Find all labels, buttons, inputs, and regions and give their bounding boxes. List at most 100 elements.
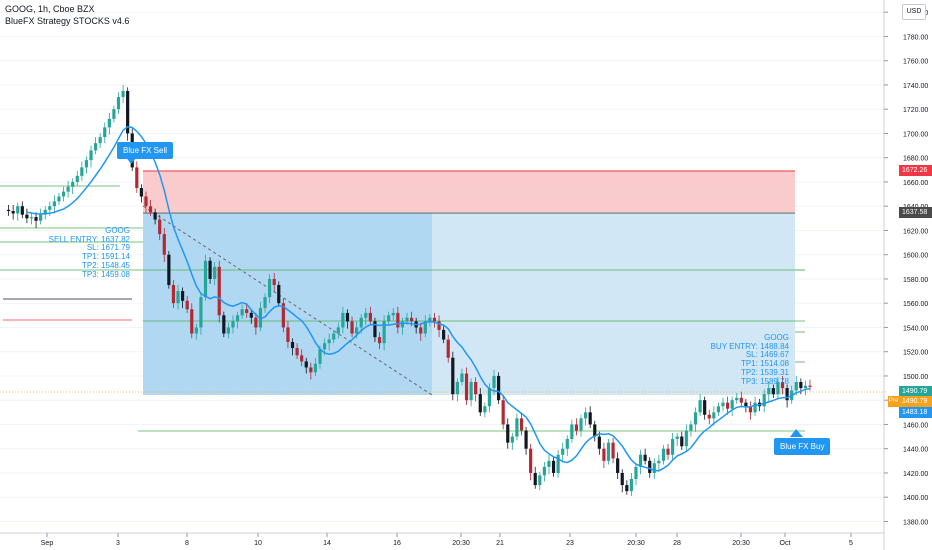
candle-body <box>409 317 414 322</box>
candle-body <box>336 327 340 334</box>
candle-body <box>281 303 285 328</box>
pre-market-badge: Pre <box>888 396 899 407</box>
candle-body <box>181 291 185 301</box>
sell-tp1: TP1: 1591.14 <box>81 252 130 262</box>
candle-body <box>396 312 400 328</box>
candle-body <box>551 460 556 473</box>
price-tick: 1500.00 <box>903 374 928 381</box>
candle-body <box>767 388 771 395</box>
price-tick: 1720.00 <box>903 107 928 114</box>
candle-body <box>597 436 601 449</box>
candle-body <box>524 430 528 449</box>
level-lines <box>0 185 805 432</box>
price-tick: 1560.00 <box>903 301 928 308</box>
candle-body <box>373 321 377 338</box>
candle-body <box>570 424 574 439</box>
candle-body <box>208 260 212 279</box>
candle-body <box>565 439 569 449</box>
candle-body <box>290 342 295 349</box>
candle-body <box>584 412 588 419</box>
time-tick: Sep <box>41 540 54 547</box>
candle-body <box>89 150 93 161</box>
candle-body <box>469 382 473 401</box>
candle-body <box>785 388 789 401</box>
candle-body <box>606 442 611 461</box>
candle-body <box>432 317 437 322</box>
candle-body <box>707 414 711 419</box>
candle-body <box>730 400 734 409</box>
candle-body <box>29 217 34 219</box>
candle-body <box>808 385 812 387</box>
buy-sl: SL: 1469.67 <box>745 350 789 360</box>
candle-body <box>313 363 318 373</box>
candle-body <box>735 397 739 401</box>
candle-body <box>661 448 666 461</box>
blue-fx-sell-tag: Blue FX Sell <box>117 142 174 159</box>
candle-body <box>126 91 130 134</box>
candle-body <box>203 260 208 298</box>
candle-body <box>538 475 542 486</box>
candle-body <box>666 448 670 455</box>
candle-body <box>61 191 66 197</box>
time-tick: 8 <box>185 540 189 547</box>
time-axis: Sep 3 8 10 14 16 20:30 21 23 20:30 28 20:30 Oct 5 <box>41 533 853 547</box>
candle-body <box>368 312 372 322</box>
candle-body <box>387 315 391 322</box>
candle-body <box>405 317 409 322</box>
candle-body <box>263 297 267 309</box>
currency-button[interactable]: USD <box>902 4 926 20</box>
candle-body <box>744 402 748 407</box>
candle-body <box>652 463 656 473</box>
price-tick: 1440.00 <box>903 447 928 454</box>
candle-body <box>258 308 263 328</box>
time-tick: 10 <box>254 540 262 547</box>
sell-tp3: TP3: 1459.08 <box>81 269 130 279</box>
candle-body <box>16 206 20 214</box>
time-tick: 23 <box>566 540 574 547</box>
candle-body <box>753 402 757 413</box>
time-tick: 21 <box>496 540 504 547</box>
candle-body <box>519 418 524 431</box>
buy-symbol: GOOG <box>764 333 789 342</box>
candle-body <box>620 472 624 486</box>
candle-body <box>446 339 450 358</box>
symbol-title[interactable]: GOOG, 1h, Cboe BZX <box>5 4 95 14</box>
candle-body <box>643 454 647 461</box>
candle-body <box>561 448 565 455</box>
candle-body <box>625 485 629 492</box>
candle-body <box>487 388 492 407</box>
candle-body <box>322 343 327 350</box>
buy-tp1: TP1: 1514.08 <box>740 359 789 369</box>
time-tick: 28 <box>673 540 681 547</box>
candle-body <box>451 357 455 395</box>
candle-body <box>80 167 84 176</box>
last-price-label: 1490.79 <box>899 386 932 397</box>
candle-body <box>231 321 235 328</box>
candle-body <box>474 382 478 395</box>
time-tick: 16 <box>393 540 401 547</box>
candle-body <box>455 382 459 395</box>
candle-body <box>382 321 386 344</box>
candle-body <box>359 317 363 328</box>
candle-body <box>542 466 546 476</box>
candle-body <box>249 312 253 318</box>
candle-body <box>501 400 505 425</box>
price-tick: 1660.00 <box>903 180 928 187</box>
candle-body <box>43 209 47 215</box>
time-tick: 3 <box>116 540 120 547</box>
candle-body <box>460 373 464 383</box>
candle-body <box>648 460 652 473</box>
blue-fx-buy-tag: Blue FX Buy <box>774 438 831 455</box>
buy-entry: BUY ENTRY: 1488.84 <box>710 341 789 351</box>
candle-body <box>286 327 290 342</box>
candle-body <box>671 439 675 455</box>
candle-body <box>318 349 322 364</box>
price-tick: 1780.00 <box>903 34 928 41</box>
sl-price-label: 1672.26 <box>899 165 932 176</box>
candle-body <box>712 412 716 419</box>
indicator-name[interactable]: BlueFX Strategy STOCKS v4.6 <box>5 16 130 26</box>
candle-body <box>226 327 230 334</box>
candle-body <box>574 424 579 431</box>
candle-body <box>309 367 313 373</box>
